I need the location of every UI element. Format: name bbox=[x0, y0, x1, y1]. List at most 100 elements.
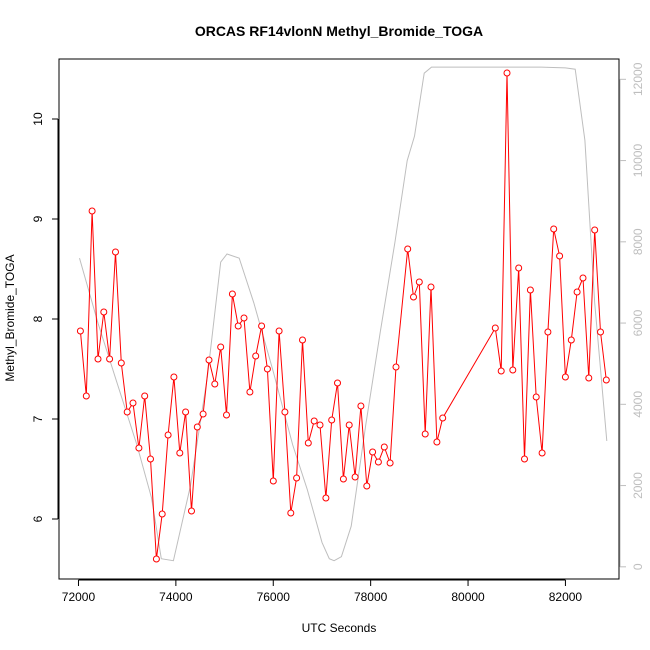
data-point bbox=[550, 225, 558, 233]
data-point bbox=[223, 411, 230, 419]
data-point bbox=[88, 207, 96, 215]
data-point bbox=[106, 355, 114, 363]
y-axis-label: Methyl_Bromide_TOGA bbox=[3, 254, 17, 381]
x-tick-label: 72000 bbox=[62, 590, 96, 604]
data-point bbox=[112, 248, 119, 256]
x-tick-label: 76000 bbox=[257, 590, 291, 604]
data-point bbox=[170, 373, 178, 381]
x-tick-label: 74000 bbox=[159, 590, 193, 604]
y-tick-label: 10 bbox=[31, 112, 45, 126]
data-point bbox=[199, 410, 207, 418]
data-point bbox=[176, 449, 184, 457]
data-point bbox=[515, 264, 523, 272]
data-point bbox=[374, 458, 382, 466]
y2-tick-label: 4000 bbox=[631, 391, 645, 418]
data-point bbox=[275, 327, 283, 335]
data-point bbox=[544, 328, 552, 336]
y2-tick-label: 8000 bbox=[631, 228, 645, 255]
data-point bbox=[585, 374, 593, 382]
data-point bbox=[351, 473, 359, 481]
data-point bbox=[246, 388, 254, 396]
y2-tick-label: 2000 bbox=[631, 472, 645, 499]
data-point bbox=[497, 367, 505, 375]
data-point bbox=[521, 455, 528, 463]
data-point bbox=[252, 352, 260, 360]
x-axis: 72000 74000 76000 78000 80000 82000 bbox=[62, 579, 583, 604]
data-point bbox=[135, 444, 143, 452]
data-point bbox=[316, 421, 324, 429]
data-point bbox=[228, 290, 236, 298]
data-point bbox=[334, 379, 341, 387]
data-point bbox=[211, 380, 219, 388]
data-point bbox=[573, 288, 581, 296]
data-point bbox=[380, 443, 388, 451]
methyl-bromide-series bbox=[76, 69, 610, 563]
data-point bbox=[532, 393, 540, 401]
data-point bbox=[217, 343, 225, 351]
x-tick-label: 78000 bbox=[354, 590, 388, 604]
data-point bbox=[263, 365, 271, 373]
data-point bbox=[193, 423, 201, 431]
y2-tick-label: 12000 bbox=[631, 62, 645, 96]
data-point bbox=[234, 322, 242, 330]
data-point bbox=[310, 417, 318, 425]
y2-tick-label: 10000 bbox=[631, 144, 645, 178]
y-axis-right: 0 2000 4000 6000 8000 10000 12000 bbox=[619, 62, 645, 570]
data-point bbox=[439, 414, 447, 422]
data-point bbox=[509, 366, 517, 374]
data-point bbox=[415, 278, 423, 286]
data-point bbox=[94, 355, 102, 363]
data-point bbox=[269, 477, 277, 485]
altitude-line bbox=[79, 66, 608, 562]
data-point bbox=[123, 408, 131, 416]
data-point bbox=[345, 421, 353, 429]
data-point bbox=[357, 402, 365, 410]
data-point bbox=[304, 439, 312, 447]
data-point bbox=[147, 455, 154, 463]
data-point bbox=[117, 359, 125, 367]
x-tick-label: 80000 bbox=[451, 590, 485, 604]
data-point bbox=[421, 430, 429, 438]
methyl-bromide-line bbox=[79, 72, 607, 560]
data-point bbox=[328, 416, 336, 424]
data-point bbox=[392, 363, 400, 371]
data-point bbox=[188, 507, 195, 515]
data-point bbox=[287, 509, 295, 517]
data-point bbox=[386, 459, 394, 467]
data-point bbox=[433, 438, 441, 446]
y-tick-label: 6 bbox=[31, 515, 45, 522]
data-point bbox=[427, 283, 435, 291]
data-point bbox=[152, 555, 160, 563]
altitude-series bbox=[79, 66, 608, 562]
data-point bbox=[100, 308, 108, 316]
data-point bbox=[240, 314, 248, 322]
data-point bbox=[404, 245, 412, 253]
data-point bbox=[164, 431, 172, 439]
data-point bbox=[339, 475, 347, 483]
y2-tick-label: 0 bbox=[631, 563, 645, 570]
data-point bbox=[363, 482, 371, 490]
data-point bbox=[526, 286, 534, 294]
data-point bbox=[597, 328, 604, 336]
x-tick-label: 82000 bbox=[549, 590, 583, 604]
data-point bbox=[322, 494, 330, 502]
y-tick-label: 9 bbox=[31, 215, 45, 222]
y-axis-left: 6 7 8 9 10 bbox=[31, 112, 59, 522]
data-point bbox=[129, 399, 137, 407]
y-tick-label: 8 bbox=[31, 315, 45, 322]
data-point bbox=[293, 474, 301, 482]
plot-frame bbox=[58, 58, 620, 580]
data-point bbox=[567, 336, 575, 344]
chart-title: ORCAS RF14vlonN Methyl_Bromide_TOGA bbox=[195, 23, 483, 39]
data-point bbox=[369, 448, 377, 456]
data-point bbox=[538, 449, 546, 457]
y-tick-label: 7 bbox=[31, 415, 45, 422]
data-point bbox=[410, 293, 417, 301]
data-point bbox=[602, 376, 610, 384]
y2-tick-label: 6000 bbox=[631, 309, 645, 336]
data-point bbox=[591, 226, 599, 234]
data-point bbox=[556, 252, 564, 260]
data-point bbox=[182, 408, 190, 416]
x-axis-label: UTC Seconds bbox=[302, 621, 377, 635]
